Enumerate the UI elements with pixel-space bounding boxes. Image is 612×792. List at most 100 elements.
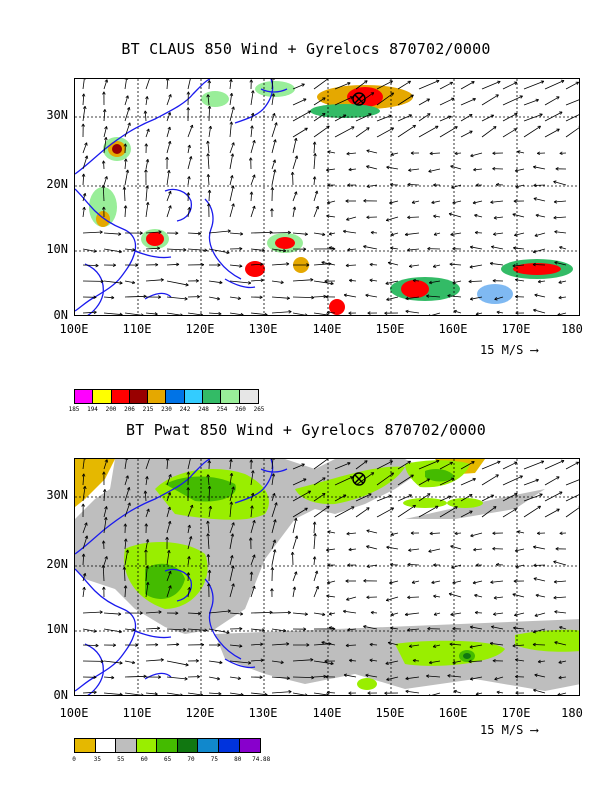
wind-vector-arrow bbox=[533, 689, 546, 694]
wind-vector-arrow bbox=[389, 580, 399, 584]
wind-vector-arrow bbox=[250, 263, 263, 266]
wind-vector-arrow bbox=[559, 626, 567, 630]
wind-vector-arrow bbox=[454, 152, 462, 154]
map2-lon-label: 110E bbox=[122, 706, 152, 720]
wind-vector-arrow bbox=[82, 142, 88, 154]
wind-vector-arrow bbox=[439, 506, 458, 518]
wind-vector-arrow bbox=[103, 79, 108, 90]
wind-vector-arrow bbox=[344, 674, 357, 678]
colorbar-tick-label: 254 bbox=[216, 406, 228, 413]
wind-vector-arrow bbox=[271, 296, 290, 299]
wind-vector-arrow bbox=[376, 495, 392, 502]
wind-vector-arrow bbox=[376, 460, 393, 470]
wind-vector-arrow bbox=[347, 628, 357, 631]
map2-lon-label: 130E bbox=[248, 706, 278, 720]
map2-lon-label: 100E bbox=[59, 706, 89, 720]
wind-vector-arrow bbox=[313, 459, 329, 470]
wind-vector-arrow bbox=[166, 521, 171, 534]
wind-vector-arrow bbox=[313, 232, 326, 236]
map2-lon-label: 170E bbox=[501, 706, 531, 720]
wind-vector-arrow bbox=[271, 113, 275, 122]
wind-vector-arrow bbox=[490, 262, 504, 266]
wind-vector-arrow bbox=[208, 312, 222, 315]
wind-vector-arrow bbox=[103, 517, 107, 534]
wind-vector-arrow bbox=[292, 98, 307, 106]
wind-vector-arrow bbox=[166, 660, 189, 666]
wind-vector-arrow bbox=[292, 138, 297, 154]
map2-plot-area bbox=[74, 458, 580, 696]
wind-vector-arrow bbox=[187, 156, 192, 170]
wind-vector-arrow bbox=[103, 160, 105, 170]
wind-vector-arrow bbox=[292, 571, 297, 582]
map2-lon-label: 140E bbox=[312, 706, 342, 720]
wind-vector-arrow bbox=[250, 554, 256, 566]
wind-vector-arrow bbox=[475, 232, 483, 234]
map2-colorbar bbox=[74, 738, 261, 753]
wind-vector-arrow bbox=[187, 612, 201, 615]
wind-vector-arrow bbox=[229, 501, 232, 518]
wind-vector-arrow bbox=[313, 612, 326, 616]
wind-vector-arrow bbox=[502, 493, 518, 502]
wind-vector-arrow bbox=[533, 564, 546, 566]
wind-vector-arrow bbox=[229, 232, 243, 235]
wind-vector-arrow bbox=[347, 248, 357, 251]
wind-vector-arrow bbox=[491, 246, 504, 250]
wind-vector-arrow bbox=[187, 504, 193, 518]
wind-vector-arrow bbox=[313, 477, 326, 486]
wind-vector-arrow bbox=[82, 459, 85, 470]
wind-vector-arrow bbox=[166, 571, 172, 582]
wind-vector-arrow bbox=[103, 612, 122, 615]
wind-vector-arrow bbox=[533, 309, 546, 314]
wind-vector-arrow bbox=[544, 128, 560, 138]
wind-vector-arrow bbox=[565, 479, 579, 486]
wind-vector-arrow bbox=[523, 125, 541, 138]
map1-lon-label: 130E bbox=[248, 322, 278, 336]
wind-vector-arrow bbox=[313, 190, 318, 202]
wind-vector-arrow bbox=[533, 198, 546, 202]
map1-lon-label: 100E bbox=[59, 322, 89, 336]
wind-vector-arrow bbox=[82, 193, 86, 202]
wind-vector-arrow bbox=[515, 184, 525, 188]
wind-vector-arrow bbox=[124, 122, 131, 138]
wind-vector-arrow bbox=[418, 80, 440, 90]
wind-vector-arrow bbox=[271, 473, 275, 486]
wind-vector-arrow bbox=[187, 459, 191, 470]
wind-vector-arrow bbox=[469, 264, 483, 268]
wind-vector-arrow bbox=[418, 478, 430, 486]
wind-vector-arrow bbox=[439, 126, 458, 138]
wind-vector-arrow bbox=[250, 643, 263, 646]
wind-vector-arrow bbox=[408, 168, 420, 171]
wind-vector-arrow bbox=[208, 106, 210, 122]
wind-vector-arrow bbox=[449, 263, 462, 266]
wind-vector-arrow bbox=[250, 140, 255, 154]
wind-vector-arrow bbox=[386, 166, 399, 170]
wind-vector-arrow bbox=[82, 553, 85, 566]
wind-vector-arrow bbox=[496, 691, 504, 694]
wind-vector-arrow bbox=[124, 79, 127, 90]
wind-vector-arrow bbox=[553, 181, 567, 186]
wind-vector-arrow bbox=[313, 153, 316, 170]
wind-vector-arrow bbox=[369, 264, 378, 266]
wind-vector-arrow bbox=[345, 264, 357, 266]
wind-vector-arrow bbox=[407, 248, 420, 251]
wind-vector-arrow bbox=[144, 110, 147, 122]
wind-vector-arrow bbox=[82, 311, 97, 314]
map1-svg bbox=[75, 79, 579, 315]
wind-vector-arrow bbox=[208, 610, 231, 614]
wind-vector-arrow bbox=[292, 206, 296, 218]
wind-vector-arrow bbox=[523, 505, 541, 518]
wind-vector-arrow bbox=[449, 643, 462, 646]
wind-vector-arrow bbox=[468, 280, 483, 282]
wind-vector-arrow bbox=[365, 294, 378, 298]
map2-lat-label: 0N bbox=[53, 688, 68, 702]
wind-vector-arrow bbox=[397, 460, 411, 470]
wind-vector-arrow bbox=[271, 549, 276, 566]
wind-vector-arrow bbox=[475, 692, 483, 695]
map1-wind-vectors bbox=[81, 79, 579, 315]
wind-vector-arrow bbox=[124, 675, 147, 678]
wind-vector-arrow bbox=[554, 580, 567, 583]
wind-vector-arrow bbox=[558, 280, 567, 284]
wind-vector-arrow bbox=[460, 510, 473, 518]
wind-vector-arrow bbox=[490, 642, 504, 646]
colorbar-tick-label: 75 bbox=[210, 756, 219, 763]
